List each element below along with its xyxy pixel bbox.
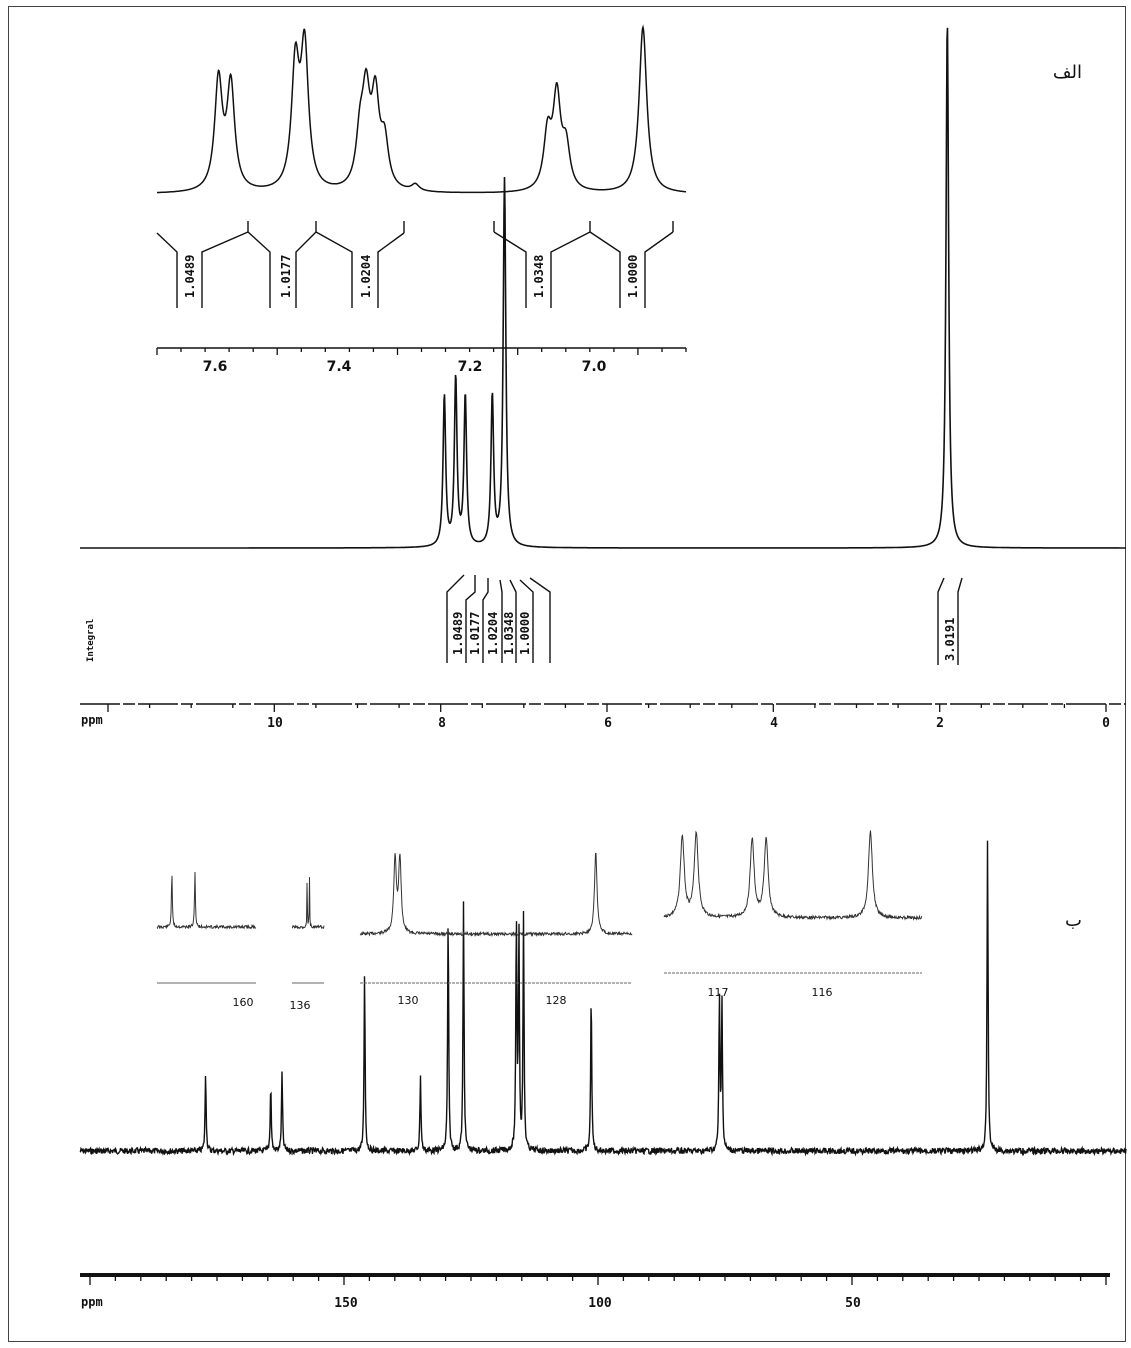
panel-b-label: ب — [1065, 910, 1082, 931]
c13-tick-50: 50 — [845, 1296, 861, 1311]
c13-inset-trace-136 — [291, 877, 325, 930]
h1-inset-tick-7.0: 7.0 — [582, 359, 607, 375]
h1-inset-integrals — [156, 221, 674, 308]
h1-inset-trace — [157, 24, 687, 194]
h1-inset-integral-5: 1.0000 — [626, 255, 640, 298]
h1-axis-ticks — [107, 704, 1107, 712]
h1-integral-1: 1.0489 — [451, 612, 465, 655]
h1-spectrum-trace — [80, 27, 1126, 549]
c13-spectrum-trace — [79, 840, 1127, 1157]
h1-inset-integral-4: 1.0348 — [532, 255, 546, 298]
c13-inset-tick-116: 116 — [812, 986, 833, 999]
c13-inset-tick-117: 117 — [708, 986, 729, 999]
c13-axis-ticks — [89, 1275, 1107, 1285]
h1-integral-3: 1.0204 — [486, 612, 500, 655]
h1-integral-5: 1.0000 — [518, 612, 532, 655]
h1-main-integrals — [446, 574, 963, 665]
h1-inset-integral-1: 1.0489 — [183, 255, 197, 298]
h1-inset-integral-3: 1.0204 — [359, 255, 373, 298]
c13-inset-tick-128: 128 — [546, 994, 567, 1007]
h1-inset-tick-7.2: 7.2 — [458, 359, 483, 375]
c13-inset-trace-130-128 — [359, 852, 633, 938]
figure-frame — [8, 6, 1126, 1342]
panel-b: ب 160 136 130 128 117 116 ppm 150 100 50 — [79, 830, 1127, 1311]
c13-tick-100: 100 — [588, 1296, 612, 1311]
c13-tick-150: 150 — [334, 1296, 358, 1311]
h1-tick-2: 2 — [936, 716, 944, 731]
integral-axis-title: Integral — [86, 619, 96, 662]
c13-inset-trace-117-116 — [663, 830, 923, 921]
c13-inset-tick-136: 136 — [290, 999, 311, 1012]
h1-inset-integral-2: 1.0177 — [279, 255, 293, 298]
h1-axis-unit: ppm — [81, 713, 103, 727]
panel-a: الف 1.0489 1.0177 1.0204 1.0348 1.0000 — [80, 24, 1126, 731]
h1-tick-0: 0 — [1102, 716, 1110, 731]
h1-tick-8: 8 — [438, 716, 446, 731]
h1-integral-6: 3.0191 — [943, 618, 957, 661]
panel-a-label: الف — [1053, 62, 1082, 83]
h1-integral-2: 1.0177 — [468, 612, 482, 655]
c13-inset-tick-130: 130 — [398, 994, 419, 1007]
c13-axis-unit: ppm — [81, 1295, 103, 1309]
h1-inset-tick-7.4: 7.4 — [327, 359, 352, 375]
h1-tick-6: 6 — [604, 716, 612, 731]
h1-tick-4: 4 — [770, 716, 778, 731]
h1-inset-tick-7.6: 7.6 — [203, 359, 228, 375]
c13-inset-tick-160: 160 — [233, 996, 254, 1009]
c13-inset-trace-160 — [156, 871, 257, 930]
h1-tick-10: 10 — [267, 716, 283, 731]
h1-inset-ticks — [156, 348, 687, 355]
h1-integral-4: 1.0348 — [502, 612, 516, 655]
